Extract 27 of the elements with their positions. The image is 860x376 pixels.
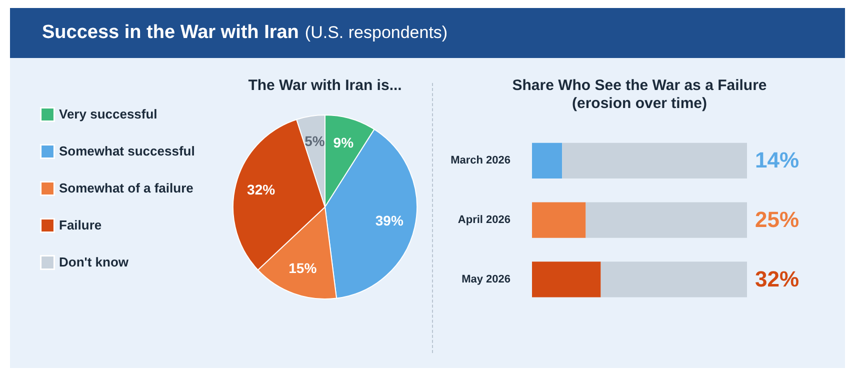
data-label: 5% xyxy=(304,132,326,149)
legend-label: Somewhat successful xyxy=(59,144,195,158)
legend-label: Failure xyxy=(59,218,102,232)
y-tick-label: May 2026 xyxy=(462,273,510,286)
chart-title: Share Who See the War as a Failure xyxy=(512,77,767,94)
bar xyxy=(532,262,601,298)
data-label: 32% xyxy=(247,182,276,198)
y-tick-label: April 2026 xyxy=(458,214,510,226)
data-label: 9% xyxy=(333,134,354,151)
data-label: 25% xyxy=(755,207,800,232)
data-label: 14% xyxy=(755,148,800,173)
bar xyxy=(562,142,747,178)
legend-label: Don't know xyxy=(59,254,130,270)
chart-subtitle: (erosion over time) xyxy=(572,95,708,112)
bar xyxy=(532,202,586,238)
text: (U.S. respondents) xyxy=(304,23,448,43)
bar xyxy=(586,202,747,238)
text: Success in the War with Iran xyxy=(42,22,299,44)
y-tick-label: March 2026 xyxy=(450,154,510,167)
data-label: 39% xyxy=(375,212,404,228)
legend-label: Somewhat of a failure xyxy=(59,180,194,196)
chart-title: The War with Iran is... xyxy=(248,77,402,94)
legend-label: Very successful xyxy=(59,106,158,122)
bar xyxy=(600,262,747,298)
bar xyxy=(532,142,562,178)
data-label: 32% xyxy=(755,266,800,292)
data-label: 15% xyxy=(288,260,318,276)
